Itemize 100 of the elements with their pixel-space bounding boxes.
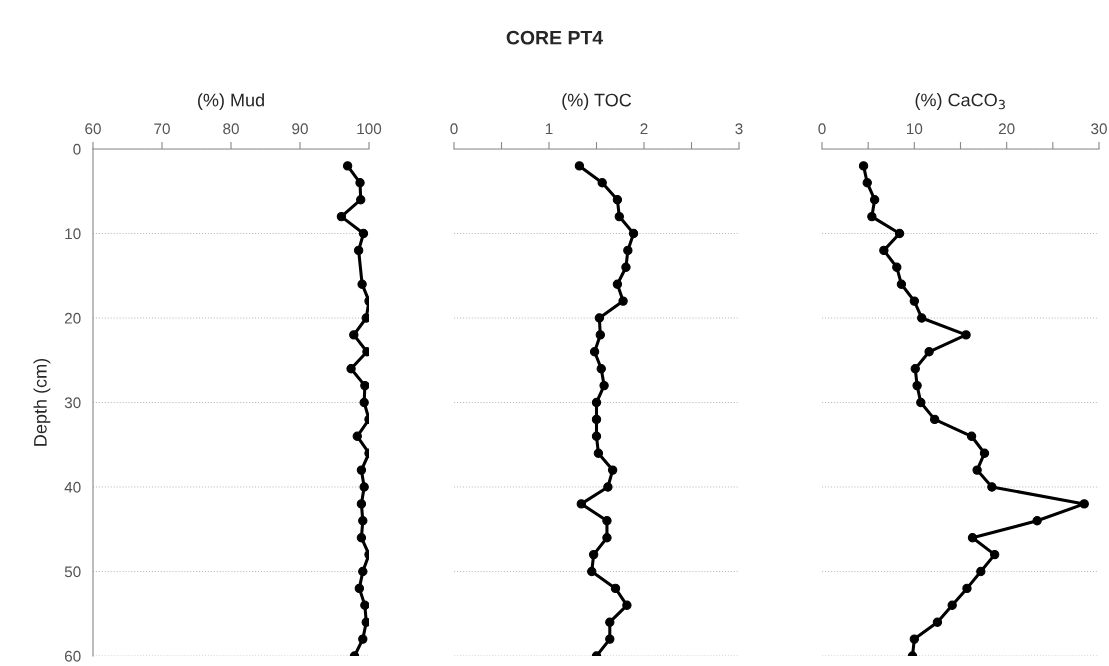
- x-axis-title: (%) CaCO$_{3}$: [915, 93, 1005, 110]
- point: [356, 195, 366, 205]
- point: [972, 465, 982, 475]
- point: [595, 330, 605, 340]
- point: [989, 549, 1000, 560]
- point: [967, 533, 978, 543]
- point: [355, 178, 365, 188]
- point: [603, 482, 613, 492]
- point: [917, 313, 927, 323]
- point: [961, 330, 971, 340]
- point: [979, 448, 990, 458]
- point: [966, 431, 977, 441]
- point: [621, 262, 631, 272]
- point: [896, 279, 907, 289]
- x-tick-label: 70: [154, 123, 170, 135]
- chart-title: CORE PT4: [506, 30, 604, 45]
- point: [353, 245, 364, 256]
- y-tick-label: 30: [64, 397, 81, 409]
- point: [622, 600, 632, 610]
- point: [336, 211, 347, 222]
- point: [916, 397, 926, 408]
- point: [587, 566, 597, 577]
- point: [909, 296, 920, 306]
- x-tick-label: 3: [735, 123, 743, 135]
- point: [360, 600, 369, 610]
- x-tick-label: 90: [292, 123, 308, 135]
- point: [354, 583, 365, 594]
- x-tick-label: 10: [907, 123, 923, 135]
- point: [612, 279, 623, 289]
- point: [360, 380, 369, 391]
- x-tick-label: 30: [1091, 123, 1107, 135]
- point: [358, 634, 368, 644]
- point: [909, 634, 920, 644]
- point: [869, 195, 880, 205]
- point: [929, 414, 940, 425]
- point: [947, 600, 957, 610]
- point: [962, 583, 972, 594]
- point: [602, 533, 612, 543]
- point: [912, 380, 922, 391]
- y-tick-label: 0: [73, 143, 81, 155]
- y-axis-title: Depth (cm): [33, 358, 51, 446]
- point: [576, 499, 586, 509]
- point: [361, 617, 369, 627]
- point: [910, 364, 920, 374]
- point: [358, 516, 368, 526]
- point: [605, 617, 615, 627]
- point: [628, 228, 639, 239]
- point: [359, 482, 369, 492]
- point: [932, 617, 943, 627]
- point: [594, 313, 605, 323]
- point: [618, 296, 628, 306]
- point: [357, 279, 367, 289]
- point: [358, 566, 368, 577]
- point: [356, 465, 367, 475]
- x-tick-label: 2: [640, 123, 648, 135]
- point: [356, 533, 367, 543]
- point: [602, 516, 612, 526]
- point: [1079, 499, 1089, 509]
- point: [892, 262, 902, 272]
- y-tick-label: 40: [64, 481, 81, 493]
- point: [1032, 516, 1042, 526]
- y-tick-label: 10: [65, 228, 81, 240]
- point: [605, 634, 615, 644]
- point: [607, 465, 618, 475]
- point: [342, 161, 353, 171]
- point: [924, 347, 934, 357]
- point: [591, 397, 602, 408]
- y-tick-label: 50: [64, 566, 81, 578]
- x-tick-label: 100: [357, 123, 382, 135]
- x-tick-label: 60: [85, 123, 101, 135]
- point: [612, 195, 623, 205]
- point: [987, 482, 997, 492]
- point: [352, 431, 362, 441]
- x-tick-label: 1: [545, 123, 553, 135]
- point: [867, 211, 877, 222]
- point: [610, 583, 621, 594]
- point: [358, 228, 369, 239]
- point: [574, 161, 585, 171]
- point: [593, 448, 604, 458]
- x-axis-title: (%) TOC: [562, 93, 632, 111]
- x-tick-label: 0: [818, 123, 826, 135]
- point: [596, 364, 606, 374]
- y-tick-label: 20: [64, 312, 81, 324]
- point: [589, 347, 600, 357]
- point: [858, 161, 869, 171]
- point: [623, 245, 633, 256]
- point: [894, 228, 905, 239]
- point: [349, 330, 359, 340]
- point: [879, 245, 889, 256]
- point: [862, 178, 872, 188]
- point: [976, 566, 986, 577]
- point: [591, 414, 602, 425]
- point: [346, 364, 356, 374]
- x-tick-label: 0: [450, 123, 458, 135]
- y-tick-label: 60: [64, 650, 81, 662]
- x-tick-label: 80: [223, 123, 239, 135]
- point: [588, 549, 599, 560]
- point: [599, 380, 609, 391]
- point: [361, 313, 369, 323]
- point: [356, 499, 367, 509]
